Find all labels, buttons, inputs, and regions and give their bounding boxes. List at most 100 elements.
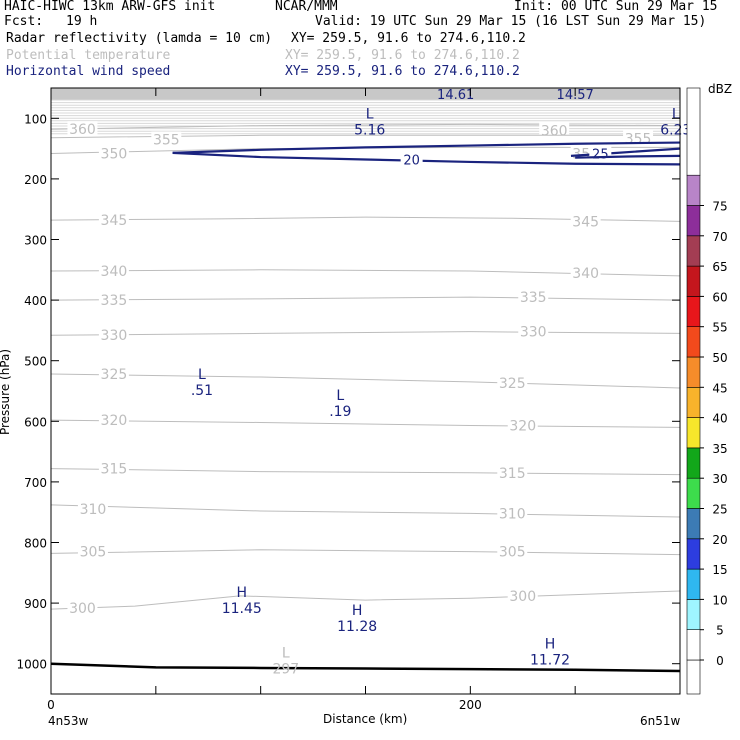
extremum-value: 5.16 <box>354 122 385 138</box>
theta-label-bg <box>98 263 129 278</box>
theta-contour-305 <box>50 549 681 556</box>
theta-label-bg <box>570 213 601 228</box>
theta-contour-330 <box>50 331 681 336</box>
theta-label-315: 315 <box>101 462 128 478</box>
theta-label-bg <box>497 543 528 558</box>
colorbar-cell <box>686 235 701 267</box>
extremum-letter: L <box>198 367 206 383</box>
y-tick-label: 400 <box>24 294 47 308</box>
theta-label-bg <box>497 375 528 390</box>
colorbar-label: 70 <box>712 230 727 244</box>
theta-label-310: 310 <box>499 506 526 522</box>
wind-label-bg <box>400 152 423 166</box>
colorbar-top-cell <box>686 87 701 176</box>
extremum-letter: H <box>545 637 556 653</box>
y-tick-label: 900 <box>24 597 47 611</box>
colorbar-cell <box>686 568 701 600</box>
colorbar-label: 35 <box>712 442 727 456</box>
colorbar-label: 55 <box>712 321 727 335</box>
y-tick-label: 700 <box>24 476 47 490</box>
theta-label-bg <box>77 501 108 516</box>
theta-contour-335 <box>50 296 681 301</box>
model-title: HAIC-HIWC 13km ARW-GFS init <box>4 0 216 14</box>
org-label: NCAR/MMM <box>275 0 338 14</box>
theta-label-bg <box>507 417 538 432</box>
colorbar-label: 50 <box>712 351 727 365</box>
plot-frame <box>50 87 681 695</box>
theta-label-340: 340 <box>101 264 128 280</box>
theta-label-bg <box>507 587 538 602</box>
theta-label-320: 320 <box>509 419 536 435</box>
theta-contour-320 <box>50 419 681 428</box>
theta-label-bg <box>98 145 129 160</box>
theta-label-bg <box>77 543 108 558</box>
x-right-location: 6n51w <box>640 714 681 728</box>
colorbar-label: 45 <box>712 381 727 395</box>
extremum-letter: L <box>672 106 680 122</box>
colorbar-label: 5 <box>716 624 724 638</box>
theta-label-bg <box>98 366 129 381</box>
theta-label-310: 310 <box>80 502 107 518</box>
colorbar-label: 15 <box>712 563 727 577</box>
theta-label-bg <box>67 599 98 614</box>
theta-contour-310 <box>50 504 681 518</box>
theta-label-360: 360 <box>541 123 568 139</box>
x-axis-label: Distance (km) <box>323 712 408 726</box>
theta-contour-300 <box>50 590 681 610</box>
extremum-value: 11.72 <box>530 653 570 669</box>
theta-label-360: 360 <box>69 122 96 138</box>
theta-label-315: 315 <box>499 466 526 482</box>
theta-label-325: 325 <box>499 376 526 392</box>
field-theta-name: Potential temperature <box>6 48 171 63</box>
x-tick-label: 200 <box>459 698 482 712</box>
field-wind-xy: XY= 259.5, 91.6 to 274.6,110.2 <box>285 64 520 79</box>
theta-label-335: 335 <box>520 290 547 306</box>
theta-label-bg <box>98 327 129 342</box>
theta-contour-315 <box>50 468 681 476</box>
colorbar-cell <box>686 538 701 570</box>
theta-label-330: 330 <box>101 328 128 344</box>
colorbar-cell <box>686 356 701 388</box>
colorbar-cell <box>686 629 701 661</box>
x-left-location: 4n53w <box>48 714 89 728</box>
theta-label-300: 300 <box>509 589 536 605</box>
terrain-line <box>50 662 681 673</box>
colorbar-label: 25 <box>712 503 727 517</box>
colorbar-label: 60 <box>712 290 727 304</box>
y-tick-label: 300 <box>24 234 47 248</box>
field-reflectivity-name: Radar reflectivity (lamda = 10 cm) <box>6 31 273 46</box>
theta-label-bg <box>497 505 528 520</box>
wind-label-20: 20 <box>403 154 420 169</box>
extremum-value: .51 <box>191 383 213 399</box>
colorbar-cell <box>686 296 701 327</box>
y-tick-label: 1000 <box>16 658 47 672</box>
wind-label-25: 25 <box>592 147 609 162</box>
theta-contour-360 <box>50 123 681 130</box>
x-tick-label: 0 <box>47 698 55 712</box>
colorbar-label: 75 <box>712 200 727 214</box>
colorbar-cell <box>686 326 701 358</box>
colorbar-label: 40 <box>712 412 727 426</box>
colorbar-unit: dBZ <box>708 82 733 96</box>
colorbar-cell <box>686 447 701 479</box>
theta-label-305: 305 <box>499 545 526 561</box>
extremum-letter: L <box>336 388 344 404</box>
field-wind-name: Horizontal wind speed <box>6 64 171 79</box>
theta-label-355: 355 <box>625 131 652 147</box>
theta-label-bg <box>98 412 129 427</box>
colorbar-cell <box>686 508 701 540</box>
y-tick-label: 600 <box>24 415 47 429</box>
theta-label-305: 305 <box>80 545 107 561</box>
field-theta-xy: XY= 259.5, 91.6 to 274.6,110.2 <box>285 48 520 63</box>
theta-label-345: 345 <box>101 213 128 229</box>
wind-contour-20 <box>172 141 681 154</box>
theta-contour-325 <box>50 373 681 389</box>
theta-label-bg <box>518 289 549 304</box>
theta-label-320: 320 <box>101 413 128 429</box>
theta-label-bg <box>98 212 129 227</box>
y-tick-label: 500 <box>24 355 47 369</box>
colorbar-label: 30 <box>712 472 727 486</box>
colorbar-cell <box>686 265 701 297</box>
theta-label-350: 350 <box>101 146 128 162</box>
theta-label-bg <box>151 131 182 146</box>
